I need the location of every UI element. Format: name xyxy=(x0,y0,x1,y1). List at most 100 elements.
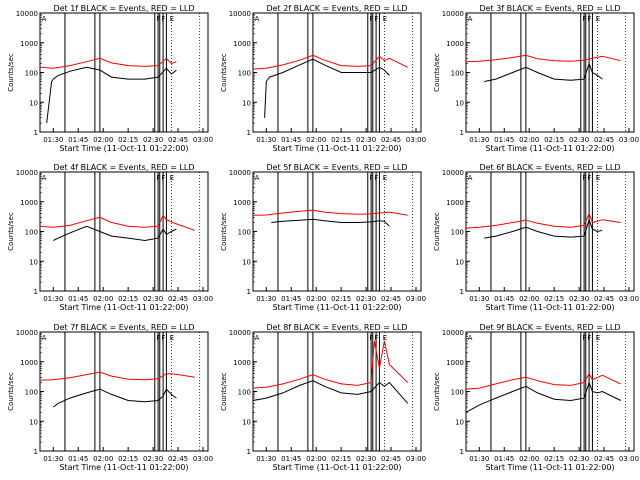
y-axis-label: Counts/sec xyxy=(7,372,15,411)
series-line-lld xyxy=(252,340,409,389)
y-tick-label: 1000 xyxy=(233,199,251,207)
series-line-events xyxy=(52,388,177,408)
x-tick-label: 01:45 xyxy=(494,136,514,144)
x-axis-label: Start Time (11-Oct-11 01:22:00) xyxy=(59,303,188,312)
x-tick-label: 02:00 xyxy=(519,295,539,303)
y-tick-label: 10 xyxy=(242,99,251,107)
x-axis-label: Start Time (11-Oct-11 01:22:00) xyxy=(59,144,188,153)
y-tick-label: 100 xyxy=(238,70,251,78)
series-line-events xyxy=(252,380,409,404)
flag-label: F xyxy=(156,334,160,342)
chart-title: Det 7f BLACK = Events, RED = LLD xyxy=(53,323,194,332)
x-tick-label: 03:00 xyxy=(619,455,639,463)
series-line-events xyxy=(484,218,603,239)
x-tick-label: 01:45 xyxy=(68,136,88,144)
flag-label: E xyxy=(383,15,387,23)
flag-label: F xyxy=(374,15,378,23)
x-tick-label: 02:00 xyxy=(93,136,113,144)
x-axis-label: Start Time (11-Oct-11 01:22:00) xyxy=(485,303,614,312)
x-tick-label: 02:30 xyxy=(569,136,589,144)
flag-label: E xyxy=(170,15,174,23)
x-tick-label: 02:15 xyxy=(118,136,138,144)
y-tick-label: 1 xyxy=(34,129,38,137)
y-tick-label: 10 xyxy=(242,418,251,426)
x-tick-label: 03:00 xyxy=(406,136,426,144)
x-axis-label: Start Time (11-Oct-11 01:22:00) xyxy=(59,463,188,472)
y-axis-label: Counts/sec xyxy=(433,53,441,92)
y-tick-label: 1 xyxy=(460,448,464,456)
flag-label: A xyxy=(42,334,47,342)
y-tick-label: 100 xyxy=(238,389,251,397)
series-line-lld xyxy=(252,209,408,216)
chart-title: Det 9f BLACK = Events, RED = LLD xyxy=(479,323,620,332)
flag-label: A xyxy=(468,334,473,342)
series-line-lld xyxy=(252,54,408,70)
y-tick-label: 10 xyxy=(29,418,38,426)
y-tick-label: 1000 xyxy=(446,199,464,207)
x-tick-label: 01:30 xyxy=(256,136,276,144)
y-tick-label: 1 xyxy=(247,288,251,296)
series-line-lld xyxy=(39,57,177,69)
y-tick-label: 100 xyxy=(451,70,464,78)
flag-label: E xyxy=(170,334,174,342)
flag-label: F xyxy=(374,334,378,342)
x-axis-label: Start Time (11-Oct-11 01:22:00) xyxy=(272,144,401,153)
flag-label: A xyxy=(255,15,260,23)
x-tick-label: 01:45 xyxy=(494,295,514,303)
x-tick-label: 02:30 xyxy=(356,295,376,303)
x-tick-label: 01:30 xyxy=(469,295,489,303)
x-tick-label: 02:45 xyxy=(168,455,188,463)
x-tick-label: 02:30 xyxy=(143,295,163,303)
x-tick-label: 02:45 xyxy=(594,136,614,144)
y-tick-label: 10 xyxy=(455,99,464,107)
series-line-events xyxy=(264,58,390,118)
x-tick-label: 02:15 xyxy=(331,295,351,303)
chart-title: Det 8f BLACK = Events, RED = LLD xyxy=(266,323,407,332)
chart-title: Det 3f BLACK = Events, RED = LLD xyxy=(479,4,620,13)
y-tick-label: 1 xyxy=(247,129,251,137)
y-tick-label: 1000 xyxy=(446,40,464,48)
flag-label: F xyxy=(369,15,373,23)
series-line-events xyxy=(465,380,621,413)
y-tick-label: 10000 xyxy=(442,10,464,18)
y-tick-label: 10000 xyxy=(16,10,38,18)
x-tick-label: 02:45 xyxy=(168,295,188,303)
x-tick-label: 02:45 xyxy=(168,136,188,144)
flag-label: F xyxy=(156,174,160,182)
y-tick-label: 1000 xyxy=(20,199,38,207)
flag-label: F xyxy=(587,15,591,23)
flag-label: E xyxy=(383,174,387,182)
x-tick-label: 01:45 xyxy=(68,295,88,303)
flag-label: F xyxy=(587,174,591,182)
y-tick-label: 10000 xyxy=(442,169,464,177)
y-tick-label: 100 xyxy=(451,229,464,237)
chart-title: Det 5f BLACK = Events, RED = LLD xyxy=(266,163,407,172)
series-line-lld xyxy=(39,214,195,231)
flag-label: F xyxy=(156,15,160,23)
x-tick-label: 01:30 xyxy=(43,136,63,144)
y-tick-label: 1000 xyxy=(233,359,251,367)
series-line-events xyxy=(484,61,603,82)
y-axis-label: Counts/sec xyxy=(220,372,228,411)
x-tick-label: 02:30 xyxy=(356,136,376,144)
y-tick-label: 1 xyxy=(460,129,464,137)
y-tick-label: 10 xyxy=(29,258,38,266)
x-tick-label: 02:45 xyxy=(381,136,401,144)
y-tick-label: 1 xyxy=(34,288,38,296)
x-tick-label: 02:00 xyxy=(306,295,326,303)
series-line-events xyxy=(271,218,390,227)
flag-label: A xyxy=(468,15,473,23)
flag-label: F xyxy=(161,334,165,342)
x-tick-label: 03:00 xyxy=(406,295,426,303)
flag-label: F xyxy=(369,334,373,342)
y-tick-label: 100 xyxy=(238,229,251,237)
y-tick-label: 10 xyxy=(455,258,464,266)
x-tick-label: 03:00 xyxy=(193,136,213,144)
y-tick-label: 1 xyxy=(247,448,251,456)
